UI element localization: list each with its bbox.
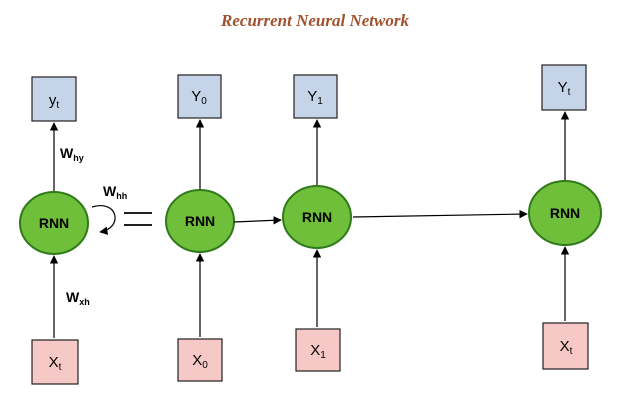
rnn-node-1 [282, 185, 352, 249]
rnn-node-t [528, 180, 602, 246]
output-label-yt: Yt [558, 79, 571, 98]
output-label-y0: Y0 [191, 88, 207, 107]
rnn-label-t: RNN [550, 205, 580, 221]
folded-output-label: yt [49, 92, 60, 111]
diagram-title: Recurrent Neural Network [220, 11, 409, 30]
input-box-x1 [295, 328, 341, 372]
input-label-x0: X0 [192, 352, 208, 371]
output-box-y0 [177, 74, 222, 119]
rnn-node-0 [165, 189, 235, 253]
rnn-label-1: RNN [302, 209, 332, 225]
weight-why-label: Why [60, 145, 84, 163]
folded-rnn-label: RNN [39, 215, 69, 231]
rnn-label-0: RNN [185, 213, 215, 229]
folded-output-box [31, 76, 77, 122]
output-label-y1: Y1 [307, 88, 323, 107]
folded-input-box [31, 339, 79, 385]
folded-input-label: Xt [49, 354, 62, 373]
output-box-yt [541, 64, 587, 111]
weight-whh-label: Whh [103, 183, 127, 201]
input-box-xt [542, 322, 589, 370]
hidden-arrow-0-1 [233, 216, 282, 225]
hidden-arrow-1-t [352, 209, 528, 219]
recurrent-loop-arrow [91, 205, 116, 235]
folded-rnn-node [19, 191, 89, 255]
input-box-x0 [177, 338, 223, 382]
input-label-x1: X1 [310, 342, 326, 361]
input-label-xt: Xt [560, 338, 573, 357]
output-box-y1 [293, 74, 338, 119]
equals-sign [124, 212, 152, 226]
weight-wxh-label: Wxh [66, 289, 90, 307]
